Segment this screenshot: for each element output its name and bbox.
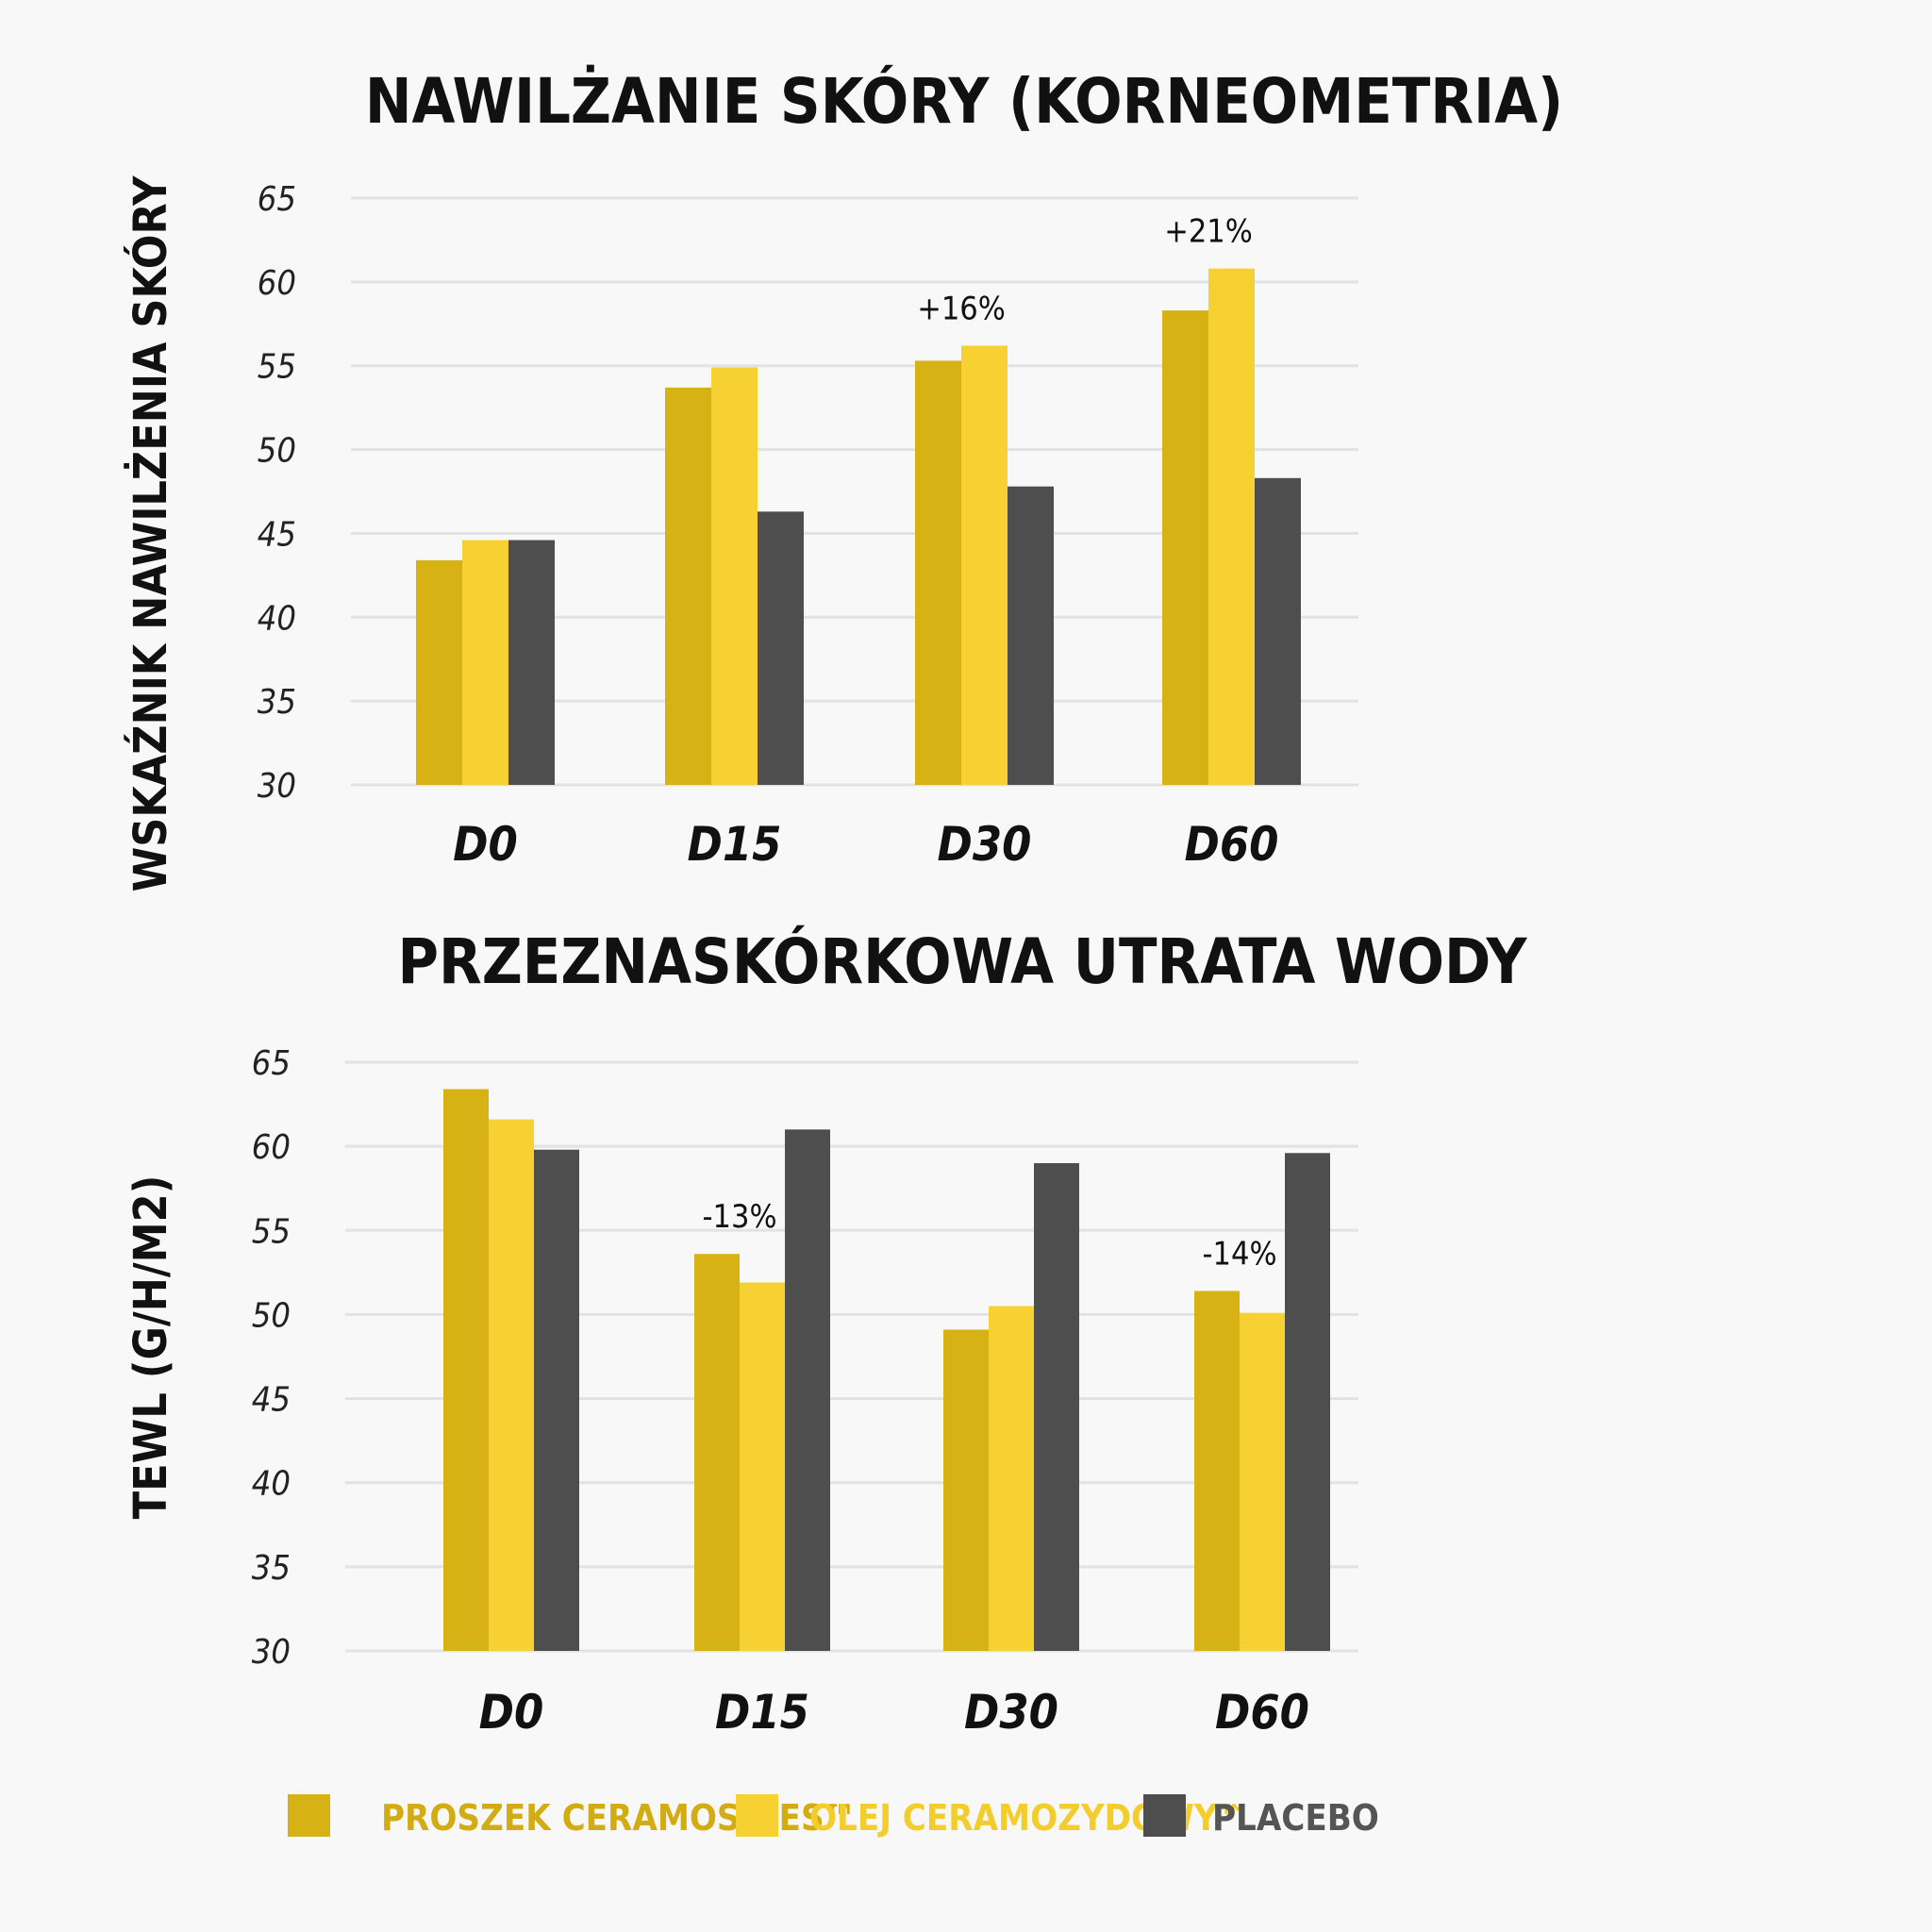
chart-skin-hydration: NAWILŻANIE SKÓRY (KORNEOMETRIA) WSKAŹNIK… xyxy=(124,65,1563,891)
y-axis-label: TEWL (G/H/M2) xyxy=(125,1175,177,1520)
y-tick-label: 60 xyxy=(252,1128,291,1167)
y-tick-label: 65 xyxy=(258,180,296,219)
y-tick-label: 45 xyxy=(252,1381,291,1420)
bar xyxy=(711,367,758,785)
x-category-label: D60 xyxy=(1185,817,1279,872)
y-tick-label: 65 xyxy=(252,1044,291,1083)
bar xyxy=(1285,1153,1330,1651)
y-tick-label: 40 xyxy=(252,1465,291,1504)
bar xyxy=(489,1119,534,1651)
bar xyxy=(416,559,462,785)
percent-change-annotation: -14% xyxy=(1202,1235,1276,1273)
legend-swatch-placebo xyxy=(1143,1794,1186,1837)
x-category-label: D0 xyxy=(453,817,518,872)
chart-title: PRZEZNASKÓRKOWA UTRATA WODY xyxy=(397,925,1527,998)
bar xyxy=(961,345,1008,785)
chart-title: NAWILŻANIE SKÓRY (KORNEOMETRIA) xyxy=(365,65,1563,138)
x-category-label: D30 xyxy=(938,817,1032,872)
bar xyxy=(758,511,804,785)
y-tick-label: 60 xyxy=(258,264,296,303)
bar xyxy=(1162,310,1208,785)
y-axis-label: WSKAŹNIK NAWILŻENIA SKÓRY xyxy=(124,175,177,891)
bar xyxy=(989,1306,1034,1651)
x-category-label: D0 xyxy=(479,1685,544,1740)
y-tick-label: 35 xyxy=(252,1549,291,1588)
y-tick-labels: 65 60 55 50 45 40 35 30 xyxy=(252,1044,291,1672)
bar xyxy=(1240,1312,1285,1651)
percent-change-annotation: +16% xyxy=(917,290,1006,327)
x-category-label: D60 xyxy=(1215,1685,1309,1740)
bar xyxy=(1008,486,1054,785)
x-category-labels: D0 D15 D30 D60 xyxy=(453,817,1278,872)
bar xyxy=(1255,477,1301,785)
y-tick-label: 55 xyxy=(252,1212,291,1251)
bar xyxy=(915,360,961,785)
x-category-labels: D0 D15 D30 D60 xyxy=(479,1685,1309,1740)
y-tick-label: 30 xyxy=(258,767,296,806)
y-tick-label: 45 xyxy=(258,515,296,554)
bar xyxy=(943,1329,989,1651)
y-tick-label: 55 xyxy=(258,348,296,387)
x-category-label: D15 xyxy=(688,817,782,872)
bar xyxy=(740,1282,785,1651)
y-tick-label: 50 xyxy=(252,1296,291,1335)
y-tick-label: 50 xyxy=(258,432,296,471)
chart-tewl: PRZEZNASKÓRKOWA UTRATA WODY TEWL (G/H/M2… xyxy=(125,925,1528,1740)
bar xyxy=(1194,1291,1240,1651)
y-tick-label: 40 xyxy=(258,599,296,638)
bars xyxy=(443,1089,1330,1651)
bars xyxy=(416,268,1301,785)
y-tick-label: 35 xyxy=(258,683,296,722)
bar xyxy=(462,540,508,785)
legend-label-placebo: PLACEBO xyxy=(1212,1797,1379,1839)
bar xyxy=(443,1089,489,1651)
bar xyxy=(1208,268,1255,785)
bar xyxy=(665,387,711,785)
bar xyxy=(785,1129,830,1651)
legend: PROSZEK CERAMOSIDES™ OLEJ CERAMOZYDOWY™ … xyxy=(288,1794,1379,1839)
bar xyxy=(534,1149,579,1651)
y-tick-label: 30 xyxy=(252,1633,291,1672)
y-tick-labels: 65 60 55 50 45 40 35 30 xyxy=(258,180,296,806)
x-category-label: D30 xyxy=(964,1685,1058,1740)
x-category-label: D15 xyxy=(715,1685,809,1740)
percent-change-annotation: +21% xyxy=(1164,213,1253,251)
legend-swatch-olej xyxy=(736,1794,778,1837)
bar xyxy=(1034,1162,1079,1651)
legend-label-proszek: PROSZEK CERAMOSIDES™ xyxy=(381,1797,857,1839)
annotations: -13% -14% xyxy=(702,1198,1276,1273)
bar xyxy=(694,1254,740,1651)
annotations: +16% +21% xyxy=(917,213,1253,328)
legend-swatch-proszek xyxy=(288,1794,330,1837)
percent-change-annotation: -13% xyxy=(702,1198,776,1236)
bar xyxy=(508,540,555,785)
